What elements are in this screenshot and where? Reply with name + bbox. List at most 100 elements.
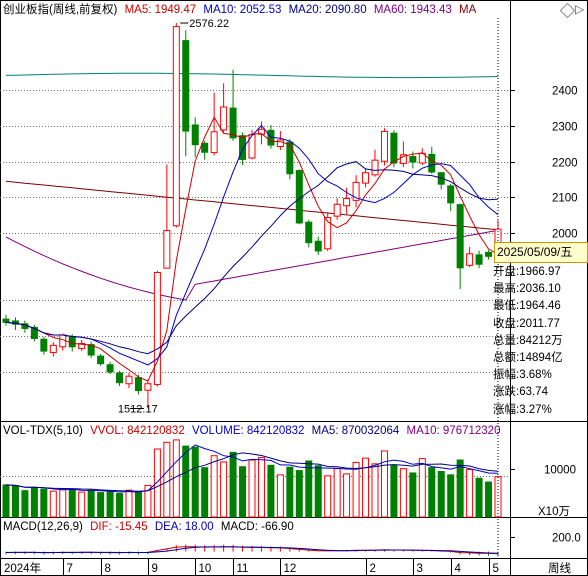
ma5-legend[interactable]: MA5: 1949.47 xyxy=(124,4,197,16)
volume-bar[interactable] xyxy=(153,448,161,518)
volume-bar[interactable] xyxy=(163,441,171,518)
volume-bar[interactable] xyxy=(314,465,322,518)
volume-bar[interactable] xyxy=(485,481,493,518)
volume-bar[interactable] xyxy=(229,451,237,518)
candle-body[interactable] xyxy=(2,318,10,323)
volume-bar[interactable] xyxy=(191,446,199,518)
volume-bar[interactable] xyxy=(201,467,209,518)
candle-body[interactable] xyxy=(447,185,455,204)
volume-bar[interactable] xyxy=(475,477,483,518)
ma60-legend[interactable]: MA60: 1943.43 xyxy=(373,4,452,16)
volume-bar[interactable] xyxy=(182,445,190,518)
volume-bar[interactable] xyxy=(333,468,341,518)
candle-body[interactable] xyxy=(428,153,436,173)
macd-panel[interactable] xyxy=(5,544,499,557)
candle-body[interactable] xyxy=(466,253,474,266)
candle-body[interactable] xyxy=(78,343,86,350)
volume-bar[interactable] xyxy=(248,459,256,518)
volume-bar[interactable] xyxy=(30,487,38,518)
candle-body[interactable] xyxy=(49,344,57,354)
volume-bar[interactable] xyxy=(144,484,152,518)
volume-legend-value[interactable]: VOLUME: 842120832 xyxy=(191,425,305,437)
candle-body[interactable] xyxy=(68,336,76,348)
volume-bar[interactable] xyxy=(116,493,124,518)
candle-body[interactable] xyxy=(314,240,322,252)
candle-body[interactable] xyxy=(106,364,114,373)
candle-body[interactable] xyxy=(172,26,180,227)
volume-bar[interactable] xyxy=(380,450,388,518)
candle-body[interactable] xyxy=(305,221,313,244)
volume-bar[interactable] xyxy=(172,439,180,518)
candle-body[interactable] xyxy=(182,40,190,132)
volume-bar[interactable] xyxy=(59,489,67,518)
volume-bar[interactable] xyxy=(21,490,29,518)
volume-bar[interactable] xyxy=(239,466,247,518)
candle-body[interactable] xyxy=(239,135,247,160)
candle-body[interactable] xyxy=(248,134,256,159)
volume-bar[interactable] xyxy=(40,488,48,518)
candle-body[interactable] xyxy=(352,181,360,201)
volume-bars[interactable] xyxy=(2,439,502,518)
volume-bar[interactable] xyxy=(257,457,265,518)
vvol-legend[interactable]: VVOL: 842120832 xyxy=(90,425,185,437)
volume-bar[interactable] xyxy=(409,472,417,518)
vol-ma5-legend[interactable]: MA5: 870032064 xyxy=(311,425,400,437)
candle-body[interactable] xyxy=(475,254,483,265)
candle-body[interactable] xyxy=(399,154,407,164)
candle-body[interactable] xyxy=(333,203,341,217)
candle-body[interactable] xyxy=(380,130,388,162)
candle-body[interactable] xyxy=(276,139,284,147)
volume-bar[interactable] xyxy=(305,460,313,518)
volume-bar[interactable] xyxy=(134,491,142,518)
volume-bar[interactable] xyxy=(49,490,57,518)
candle-body[interactable] xyxy=(390,132,398,164)
candle-body[interactable] xyxy=(324,217,332,250)
volume-bar[interactable] xyxy=(362,457,370,518)
candle-body[interactable] xyxy=(229,107,237,139)
volume-bar[interactable] xyxy=(343,473,351,518)
volume-bar[interactable] xyxy=(97,492,105,518)
candle-body[interactable] xyxy=(456,204,464,269)
candle-body[interactable] xyxy=(362,172,370,184)
volume-bar[interactable] xyxy=(220,461,228,518)
volume-bar[interactable] xyxy=(447,474,455,518)
volume-bar[interactable] xyxy=(106,491,114,518)
volume-bar[interactable] xyxy=(428,467,436,518)
legend-expand-icon[interactable]: ▷ xyxy=(575,2,585,16)
dea-legend[interactable]: DEA: 18.00 xyxy=(154,521,214,533)
candle-body[interactable] xyxy=(116,372,124,384)
volume-bar[interactable] xyxy=(276,474,284,518)
volume-bar[interactable] xyxy=(78,491,86,518)
ma10-legend[interactable]: MA10: 2052.53 xyxy=(203,4,282,16)
candle-body[interactable] xyxy=(30,326,38,340)
candlesticks[interactable] xyxy=(2,23,502,409)
candle-body[interactable] xyxy=(153,271,161,385)
candle-body[interactable] xyxy=(97,355,105,365)
volume-bar[interactable] xyxy=(11,485,19,518)
ma-more-legend[interactable]: MA xyxy=(459,4,477,16)
candle-body[interactable] xyxy=(125,375,133,385)
candle-body[interactable] xyxy=(134,377,142,392)
candle-body[interactable] xyxy=(409,156,417,163)
candle-body[interactable] xyxy=(286,141,294,175)
candle-body[interactable] xyxy=(220,106,228,131)
ma20-legend[interactable]: MA20: 2090.80 xyxy=(288,4,367,16)
candle-body[interactable] xyxy=(144,383,152,391)
candle-body[interactable] xyxy=(201,142,209,153)
volume-bar[interactable] xyxy=(87,489,95,518)
volume-bar[interactable] xyxy=(352,461,360,518)
candle-body[interactable] xyxy=(371,159,379,176)
volume-bar[interactable] xyxy=(2,484,10,518)
candle-body[interactable] xyxy=(163,229,171,269)
vol-ma10-legend[interactable]: MA10: 976712320 xyxy=(406,425,501,437)
volume-bar[interactable] xyxy=(125,489,133,518)
volume-bar[interactable] xyxy=(437,471,445,518)
candle-body[interactable] xyxy=(343,198,351,207)
volume-bar[interactable] xyxy=(324,475,332,518)
volume-bar[interactable] xyxy=(399,468,407,518)
volume-bar[interactable] xyxy=(286,466,294,518)
candle-body[interactable] xyxy=(210,131,218,154)
volume-bar[interactable] xyxy=(390,464,398,518)
dif-legend[interactable]: DIF: -15.45 xyxy=(90,521,148,533)
